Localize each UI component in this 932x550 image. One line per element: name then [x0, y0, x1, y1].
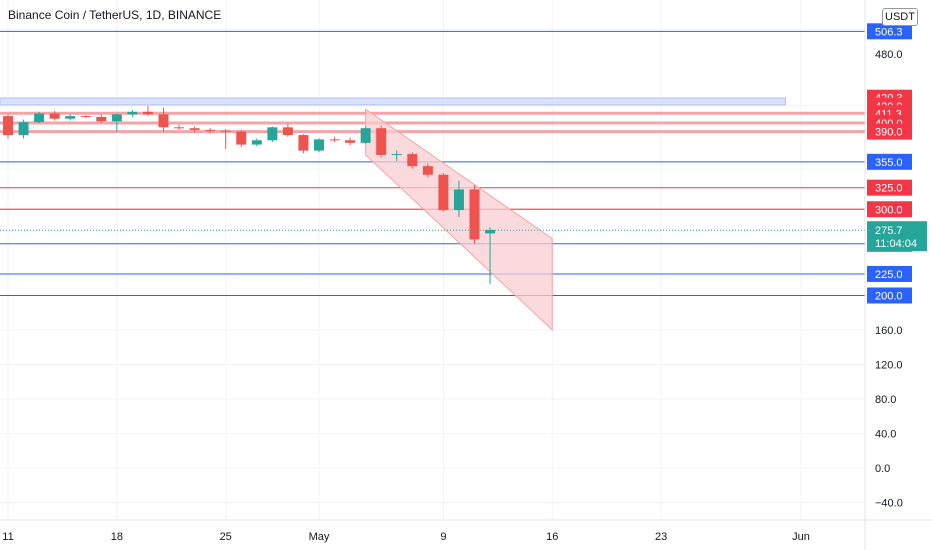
candle-body [18, 122, 29, 136]
y-tick-label: 120.0 [875, 360, 903, 372]
candle-body [236, 131, 247, 145]
candle-body [251, 140, 262, 145]
x-tick-label: 25 [220, 531, 232, 543]
candle-body [205, 129, 216, 131]
candle-body [485, 229, 496, 234]
candle-body [189, 128, 200, 130]
y-tick-label: 480.0 [875, 49, 903, 61]
candle-body [3, 116, 13, 136]
x-tick-label: 23 [655, 531, 667, 543]
level-label: 390.0 [875, 127, 903, 139]
level-label-box [867, 23, 912, 40]
level-label: 506.3 [875, 26, 903, 38]
zone-rectangle [0, 97, 786, 106]
candle-body [220, 130, 231, 132]
y-tick-label: 0.0 [875, 463, 890, 475]
candle-body [453, 189, 464, 211]
x-tick-label: Jun [792, 531, 810, 543]
candle-body [329, 139, 340, 141]
level-label-box [867, 201, 912, 218]
level-label-box [867, 287, 912, 304]
descending-channel [365, 108, 553, 332]
candle-body [360, 128, 371, 143]
x-tick-label: May [309, 531, 330, 543]
last-price-box [867, 221, 927, 252]
candle-body [49, 113, 60, 119]
level-label: 355.0 [875, 157, 903, 169]
candle-body [407, 154, 418, 167]
candle-body [34, 113, 45, 123]
level-label-box [867, 265, 912, 282]
candle-body [391, 154, 402, 156]
candle-body [127, 111, 138, 115]
candle-body [469, 189, 480, 240]
candle-body [80, 116, 91, 118]
candle-body [65, 116, 76, 119]
chart-title: Binance Coin / TetherUS, 1D, BINANCE [8, 8, 222, 22]
candle-body [314, 139, 324, 151]
x-tick-label: 9 [440, 531, 446, 543]
x-tick-label: 16 [546, 531, 558, 543]
currency-selector[interactable]: USDT [882, 8, 918, 26]
candle-body [158, 114, 169, 128]
level-label-box [867, 179, 912, 196]
y-tick-label: 160.0 [875, 325, 903, 337]
level-label: 300.0 [875, 204, 903, 216]
candle-body [376, 128, 387, 155]
x-tick-label: 11 [2, 531, 13, 543]
last-price-label: 275.7 [875, 225, 903, 237]
candle-body [142, 111, 153, 115]
y-tick-label: −40.0 [875, 498, 903, 510]
candle-body [174, 127, 185, 129]
candle-body [282, 127, 293, 136]
candle-body [422, 166, 433, 175]
level-label: 200.0 [875, 291, 903, 303]
candle-body [298, 135, 309, 151]
candle-body [96, 116, 107, 122]
level-label-box [867, 123, 912, 140]
countdown-label: 11:04:04 [875, 238, 917, 250]
level-label: 325.0 [875, 183, 903, 195]
candle-body [267, 127, 278, 141]
level-label: 225.0 [875, 269, 903, 281]
candle-body [345, 140, 356, 143]
candle-body [111, 114, 122, 122]
candle-body [438, 174, 449, 211]
x-tick-label: 18 [111, 531, 123, 543]
y-tick-label: 80.0 [875, 394, 896, 406]
y-tick-label: 40.0 [875, 429, 896, 441]
level-label-box [867, 153, 912, 170]
